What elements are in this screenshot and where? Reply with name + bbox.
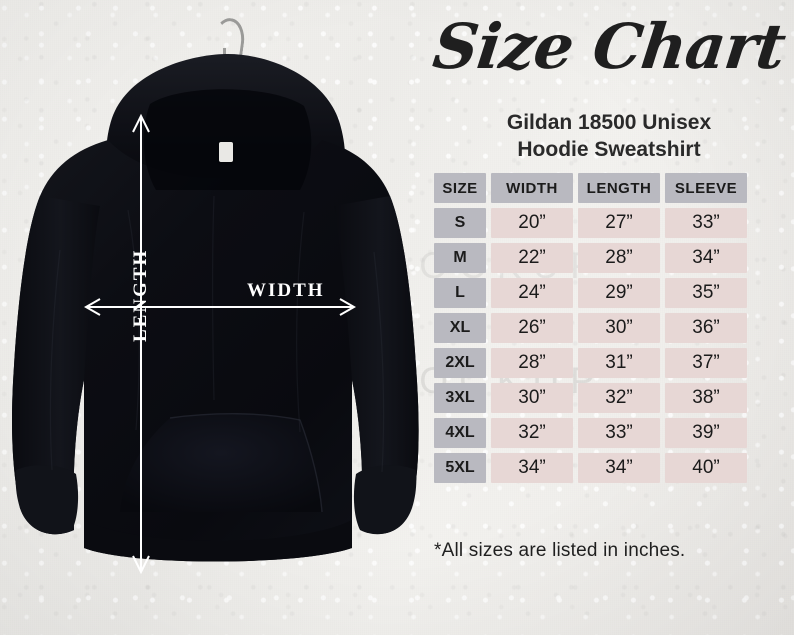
- hoodie-body: [12, 140, 419, 562]
- table-row: L 24” 29” 35”: [434, 278, 747, 308]
- cell-width: 28”: [491, 348, 573, 378]
- hoodie-garment-svg: [12, 54, 419, 562]
- cell-width: 26”: [491, 313, 573, 343]
- table-header-row: SIZE WIDTH LENGTH SLEEVE: [434, 173, 747, 203]
- subtitle-line-1: Gildan 18500 Unisex: [506, 111, 712, 134]
- cell-length: 30”: [578, 313, 660, 343]
- hoodie-photo: [12, 16, 419, 562]
- cell-length: 28”: [578, 243, 660, 273]
- cell-width: 34”: [491, 453, 573, 483]
- cell-sleeve: 36”: [665, 313, 747, 343]
- column-header-sleeve: SLEEVE: [665, 173, 747, 203]
- cell-size: XL: [434, 313, 486, 343]
- width-label: WIDTH: [247, 280, 325, 301]
- cell-length: 29”: [578, 278, 660, 308]
- column-header-size: SIZE: [434, 173, 486, 203]
- hoodie-pocket-seam: [169, 413, 323, 513]
- table-row: XL 26” 30” 36”: [434, 313, 747, 343]
- length-arrow-head-top: [132, 113, 150, 133]
- measurement-arrows-svg: [0, 0, 432, 635]
- cell-width: 30”: [491, 383, 573, 413]
- cell-sleeve: 34”: [665, 243, 747, 273]
- cell-sleeve: 37”: [665, 348, 747, 378]
- hoodie-pocket: [120, 413, 322, 512]
- cell-size: S: [434, 208, 486, 238]
- size-table: SIZE WIDTH LENGTH SLEEVE S 20” 27” 33” M…: [429, 168, 752, 488]
- cell-sleeve: 38”: [665, 383, 747, 413]
- cell-size: L: [434, 278, 486, 308]
- cell-width: 20”: [491, 208, 573, 238]
- cell-sleeve: 35”: [665, 278, 747, 308]
- page-title: Size Chart: [429, 10, 789, 83]
- length-label: LENGTH: [130, 248, 151, 342]
- table-row: 4XL 32” 33” 39”: [434, 418, 747, 448]
- table-row: M 22” 28” 34”: [434, 243, 747, 273]
- width-arrow-head-right: [339, 298, 357, 316]
- hoodie-left-sleeve: [12, 196, 100, 535]
- hoodie-fabric-folds: [49, 195, 385, 473]
- footnote-text: *All sizes are listed in inches.: [434, 540, 686, 561]
- product-subtitle: Gildan 18500 Unisex Hoodie Sweatshirt: [424, 110, 794, 164]
- cell-length: 27”: [578, 208, 660, 238]
- width-arrow-head-left: [83, 298, 101, 316]
- hoodie-left-cuff: [15, 465, 79, 535]
- cell-width: 32”: [491, 418, 573, 448]
- column-header-width: WIDTH: [491, 173, 573, 203]
- cell-sleeve: 33”: [665, 208, 747, 238]
- cell-width: 24”: [491, 278, 573, 308]
- cell-length: 34”: [578, 453, 660, 483]
- cell-size: M: [434, 243, 486, 273]
- table-row: 5XL 34” 34” 40”: [434, 453, 747, 483]
- cell-size: 2XL: [434, 348, 486, 378]
- subtitle-line-2: Hoodie Sweatshirt: [517, 137, 701, 161]
- cell-length: 33”: [578, 418, 660, 448]
- size-chart-panel: Size Chart Gildan 18500 Unisex Hoodie Sw…: [424, 0, 794, 635]
- cell-sleeve: 40”: [665, 453, 747, 483]
- cell-sleeve: 39”: [665, 418, 747, 448]
- measurement-overlay: WIDTH LENGTH: [0, 0, 432, 635]
- table-row: S 20” 27” 33”: [434, 208, 747, 238]
- table-row: 2XL 28” 31” 37”: [434, 348, 747, 378]
- hoodie-hem-band: [84, 520, 352, 562]
- cell-length: 31”: [578, 348, 660, 378]
- cell-length: 32”: [578, 383, 660, 413]
- cell-size: 5XL: [434, 453, 486, 483]
- length-arrow-head-bottom: [132, 555, 150, 575]
- cell-size: 4XL: [434, 418, 486, 448]
- column-header-length: LENGTH: [578, 173, 660, 203]
- cell-size: 3XL: [434, 383, 486, 413]
- hoodie-right-sleeve: [334, 196, 419, 534]
- hoodie-neck-tag: [219, 142, 233, 162]
- cell-width: 22”: [491, 243, 573, 273]
- hoodie-hood-interior: [143, 89, 312, 190]
- table-row: 3XL 30” 32” 38”: [434, 383, 747, 413]
- hoodie-right-cuff: [353, 465, 417, 535]
